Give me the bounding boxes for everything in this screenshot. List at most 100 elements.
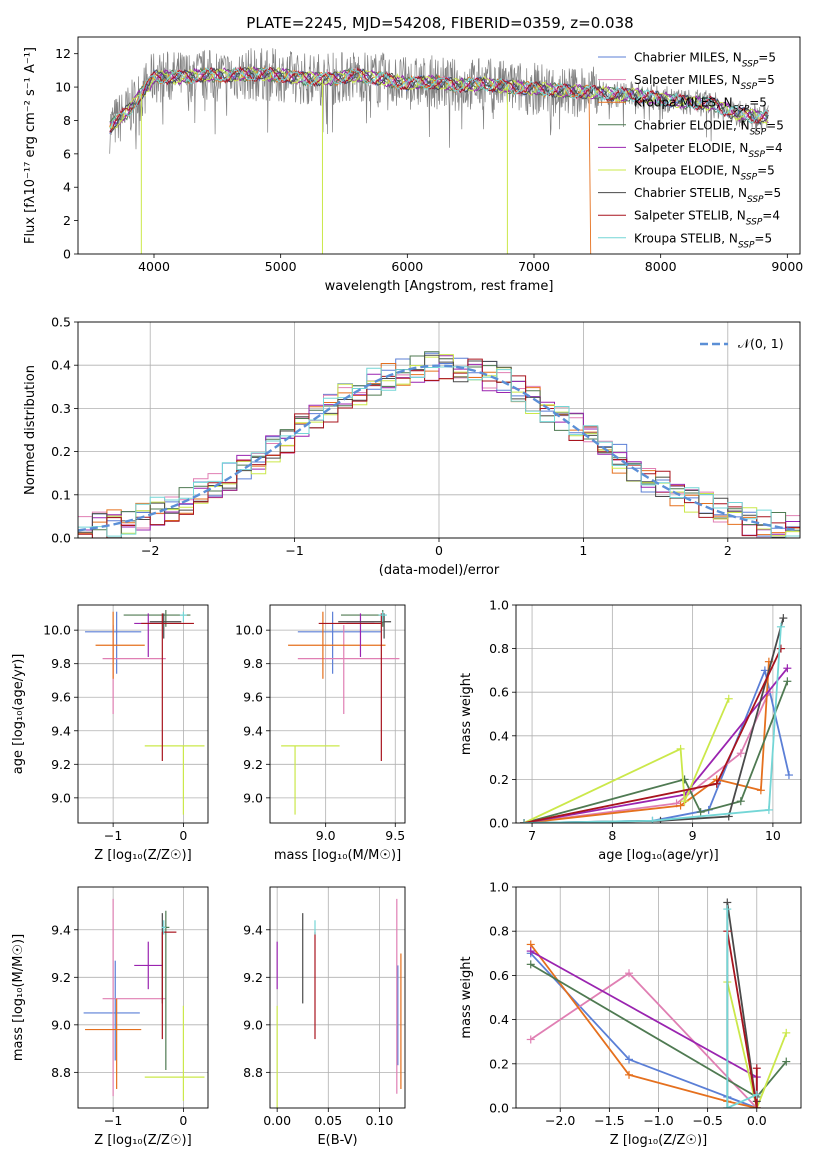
x-tick-label: 4000 [138, 259, 170, 274]
weight-marker [752, 1064, 761, 1073]
legend-label: Kroupa STELIB, NSSP=5 [634, 231, 772, 250]
y-tick-label: 0.8 [489, 641, 509, 656]
histogram-chabrier_stelib [78, 354, 800, 538]
x-axis-label: wavelength [Angstrom, rest frame] [325, 279, 554, 294]
plot-area [109, 48, 769, 254]
y-tick-label: 8.8 [51, 1065, 71, 1080]
weight-marker [625, 1070, 634, 1079]
gaussian-curve [78, 364, 798, 532]
x-tick-label: 9.0 [316, 828, 336, 843]
x-tick-label: 2 [724, 543, 732, 558]
weight-line-salpeter_elodie [530, 950, 758, 1108]
weight-marker [752, 1104, 761, 1108]
weight-line-salpeter_miles [530, 972, 758, 1108]
x-tick-label: 7000 [518, 259, 550, 274]
x-tick-label: 0.00 [263, 1113, 291, 1128]
chart-title: PLATE=2245, MJD=54208, FIBERID=0359, z=0… [246, 14, 633, 32]
y-tick-label: 9.0 [243, 1017, 263, 1032]
y-tick-label: 9.4 [51, 922, 71, 937]
errorbar-chabrier_elodie [162, 910, 170, 1070]
weight-marker [779, 614, 788, 623]
panel-weight_vs_age: 7 8 9 10 0.0 0.2 0.4 0.6 0.8 1.0 age [log₁₀(age/yr… [459, 598, 802, 863]
x-axis-label: Z [log₁₀(Z/Z☉)] [610, 1133, 707, 1148]
axes-frame [515, 604, 802, 824]
weight-marker [784, 771, 793, 780]
axes-frame [269, 604, 406, 824]
errorbar-kroupa_miles [85, 998, 142, 1089]
ticks: 0.00 0.05 0.10 8.8 9.0 9.2 9.4 [243, 922, 393, 1128]
plot-area [281, 610, 400, 815]
errorbar-kroupa_elodie [281, 745, 340, 815]
errorbar-kroupa_stelib [161, 920, 166, 935]
errorbar-salpeter_stelib [161, 931, 177, 1040]
axes-frame [77, 604, 209, 824]
model-spectrum-salpeter_stelib [109, 65, 769, 133]
grid [78, 887, 208, 1108]
weight-marker [783, 664, 792, 673]
y-tick-label: 1.0 [489, 880, 509, 895]
y-tick-label: 0.4 [489, 728, 509, 743]
weight-marker [776, 622, 785, 631]
y-tick-label: 9.4 [243, 922, 263, 937]
y-tick-label: 0 [63, 247, 71, 262]
grid [78, 605, 208, 823]
x-tick-label: 7 [528, 828, 536, 843]
plot-area [276, 898, 402, 1108]
y-tick-label: 0.2 [51, 444, 71, 459]
legend-label: Chabrier STELIB, NSSP=5 [634, 186, 781, 205]
weight-marker [676, 744, 685, 753]
weight-marker [676, 801, 685, 810]
y-tick-label: 0.5 [51, 315, 71, 330]
y-tick-label: 8.8 [243, 1065, 263, 1080]
weight-marker [776, 644, 785, 653]
y-tick-label: 9.0 [51, 790, 71, 805]
weight-marker [520, 819, 529, 823]
ticks: −1 0 8.8 9.0 9.2 9.4 [51, 922, 187, 1128]
weight-marker [712, 779, 721, 788]
errorbar-chabrier_elodie [123, 610, 191, 627]
errorbar-chabrier_elodie [340, 610, 384, 627]
x-axis-label: E(B-V) [317, 1133, 357, 1148]
y-tick-label: 10.0 [235, 623, 263, 638]
weight-marker [764, 805, 773, 814]
panel-age_vs_Z: −1 0 9.0 9.2 9.4 9.6 9.8 10.0 Z [log₁₀(Z/Z☉)] age… [11, 604, 209, 863]
x-tick-label: −1 [104, 1113, 122, 1128]
y-tick-label: 9.8 [243, 656, 263, 671]
y-tick-label: 0.8 [489, 924, 509, 939]
weight-marker [648, 816, 657, 823]
histogram-kroupa_stelib [78, 366, 800, 538]
errorbar-salpeter_elodie [134, 941, 163, 990]
legend-label: Chabrier MILES, NSSP=5 [634, 51, 776, 70]
ticks: −2.0 −1.5 −1.0 −0.5 0.0 0.0 0.2 0.4 0.6 0.8 1.0 [489, 880, 767, 1129]
x-axis-label: Z [log₁₀(Z/Z☉)] [94, 848, 191, 863]
x-tick-label: 9.5 [385, 828, 405, 843]
weight-line-chabrier_elodie [523, 680, 789, 823]
y-tick-label: 9.4 [243, 723, 263, 738]
x-tick-label: 6000 [391, 259, 423, 274]
errorbar-salpeter_elodie [134, 613, 163, 657]
ticks: −2 −1 0 1 2 0.0 0.1 0.2 0.3 0.4 0.5 [51, 315, 732, 559]
y-tick-label: 9.6 [243, 690, 263, 705]
errorbar-kroupa_elodie [144, 1005, 205, 1101]
errorbar-kroupa_miles [95, 611, 145, 679]
x-tick-label: 0 [435, 543, 443, 558]
x-tick-label: −1 [104, 828, 122, 843]
weight-marker [680, 775, 689, 784]
weight-marker [696, 808, 705, 817]
x-tick-label: −2 [141, 543, 159, 558]
weight-marker [680, 797, 689, 806]
legend-label: 𝒩(0, 1) [738, 336, 784, 351]
errorbar-salpeter_miles [102, 625, 166, 714]
y-tick-label: 9.4 [51, 723, 71, 738]
weight-marker [723, 1104, 732, 1108]
y-tick-label: 0.2 [489, 1056, 509, 1071]
grid [516, 886, 801, 1109]
plot-area [83, 898, 205, 1101]
y-tick-label: 0.0 [489, 1101, 509, 1116]
y-tick-label: 9.0 [243, 790, 263, 805]
model-spectrum-chabrier_elodie [109, 67, 769, 123]
x-tick-label: 0 [179, 828, 187, 843]
weight-line-kroupa_elodie [523, 698, 730, 823]
plot-area [520, 614, 793, 823]
